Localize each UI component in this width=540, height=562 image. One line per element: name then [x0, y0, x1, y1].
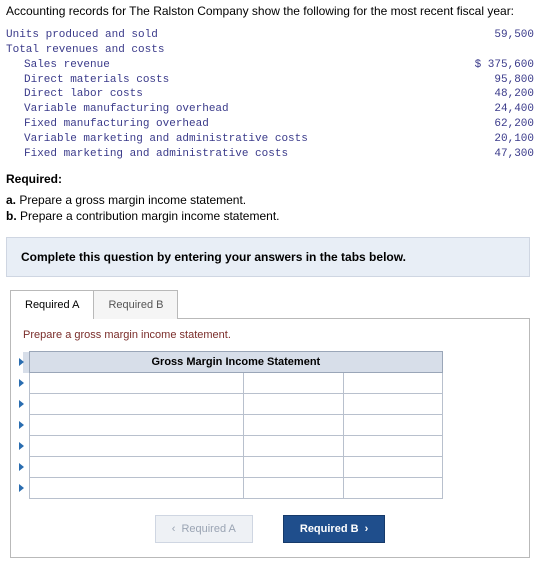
table-row [23, 373, 443, 394]
table-row [23, 394, 443, 415]
required-a-text: Prepare a gross margin income statement. [19, 193, 246, 207]
record-label: Sales revenue [6, 58, 454, 73]
tab-bar: Required A Required B [10, 289, 530, 318]
cell-input[interactable] [343, 457, 442, 478]
cell-input[interactable] [29, 478, 244, 499]
cell-input[interactable] [343, 415, 442, 436]
row-handle[interactable] [23, 373, 29, 394]
record-label: Fixed marketing and administrative costs [6, 147, 454, 162]
record-value: $ 375,600 [454, 58, 534, 73]
cell-input[interactable] [244, 478, 343, 499]
cell-input[interactable] [343, 436, 442, 457]
record-row: Units produced and sold59,500 [6, 28, 534, 43]
row-handle[interactable] [23, 478, 29, 499]
cell-input[interactable] [244, 394, 343, 415]
row-handle[interactable] [23, 394, 29, 415]
cell-input[interactable] [244, 415, 343, 436]
record-label: Variable manufacturing overhead [6, 102, 454, 117]
tab-required-a[interactable]: Required A [10, 290, 94, 319]
table-row [23, 478, 443, 499]
instruction-text: Complete this question by entering your … [21, 250, 406, 264]
table-row [23, 457, 443, 478]
cell-input[interactable] [244, 373, 343, 394]
record-label: Units produced and sold [6, 28, 454, 43]
record-row: Sales revenue$ 375,600 [6, 58, 534, 73]
nav-buttons: ‹ Required A Required B › [23, 515, 517, 543]
cell-input[interactable] [244, 436, 343, 457]
record-label: Total revenues and costs [6, 43, 454, 58]
row-handle[interactable] [23, 415, 29, 436]
row-handle[interactable] [23, 457, 29, 478]
prev-button[interactable]: ‹ Required A [155, 515, 253, 543]
record-row: Fixed manufacturing overhead62,200 [6, 117, 534, 132]
record-row: Variable manufacturing overhead24,400 [6, 102, 534, 117]
record-value: 95,800 [454, 73, 534, 88]
panel-instruction: Prepare a gross margin income statement. [23, 329, 517, 341]
cell-input[interactable] [29, 394, 244, 415]
cell-input[interactable] [29, 457, 244, 478]
record-value [454, 43, 534, 58]
record-value: 62,200 [454, 117, 534, 132]
required-list: a. Prepare a gross margin income stateme… [6, 192, 534, 226]
chevron-right-icon: › [365, 523, 369, 535]
record-label: Direct labor costs [6, 87, 454, 102]
record-label: Fixed manufacturing overhead [6, 117, 454, 132]
record-row: Variable marketing and administrative co… [6, 132, 534, 147]
record-label: Direct materials costs [6, 73, 454, 88]
row-handle[interactable] [23, 436, 29, 457]
prev-button-label: Required A [181, 523, 235, 535]
table-handle-header [23, 352, 29, 373]
table-title: Gross Margin Income Statement [29, 352, 442, 373]
required-heading: Required: [6, 172, 534, 186]
tab-panel: Prepare a gross margin income statement.… [10, 318, 530, 558]
table-row [23, 436, 443, 457]
intro-text: Accounting records for The Ralston Compa… [6, 4, 534, 18]
cell-input[interactable] [29, 436, 244, 457]
record-row: Direct labor costs48,200 [6, 87, 534, 102]
cell-input[interactable] [29, 373, 244, 394]
record-value: 24,400 [454, 102, 534, 117]
cell-input[interactable] [343, 373, 442, 394]
next-button[interactable]: Required B › [283, 515, 385, 543]
table-row [23, 415, 443, 436]
record-label: Variable marketing and administrative co… [6, 132, 454, 147]
cell-input[interactable] [244, 457, 343, 478]
record-row: Fixed marketing and administrative costs… [6, 147, 534, 162]
next-button-label: Required B [300, 523, 359, 535]
cell-input[interactable] [343, 394, 442, 415]
record-row: Total revenues and costs [6, 43, 534, 58]
record-value: 20,100 [454, 132, 534, 147]
record-value: 59,500 [454, 28, 534, 43]
tab-required-b[interactable]: Required B [93, 290, 178, 319]
record-value: 47,300 [454, 147, 534, 162]
instruction-box: Complete this question by entering your … [6, 237, 530, 277]
chevron-left-icon: ‹ [172, 523, 176, 535]
record-value: 48,200 [454, 87, 534, 102]
income-statement-table: Gross Margin Income Statement [23, 351, 443, 499]
cell-input[interactable] [343, 478, 442, 499]
required-b-text: Prepare a contribution margin income sta… [20, 209, 279, 223]
record-row: Direct materials costs95,800 [6, 73, 534, 88]
cell-input[interactable] [29, 415, 244, 436]
accounting-records: Units produced and sold59,500Total reven… [6, 28, 534, 162]
